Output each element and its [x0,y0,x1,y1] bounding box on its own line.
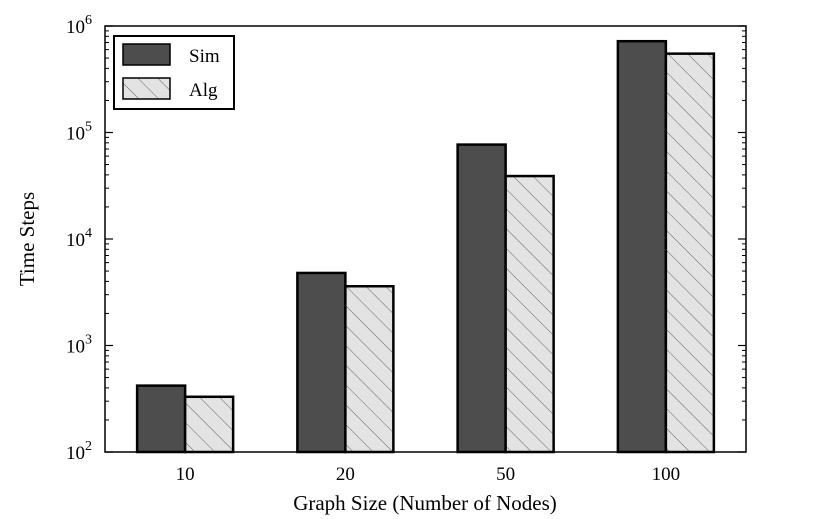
bar-alg-20 [344,285,395,454]
bars-group [135,39,716,454]
plot-area: 102 103 104 105 106 10 20 50 100 [66,13,747,485]
y-tick-label: 102 [66,439,92,464]
legend-label-sim: Sim [189,46,220,67]
x-axis-title: Graph Size (Number of Nodes) [293,491,557,515]
bar-sim-10 [135,384,187,454]
legend-swatch-sim [122,43,171,66]
x-tick-label: 100 [652,464,681,485]
y-tick-label: 106 [66,13,92,38]
bar-alg-100 [664,52,716,454]
y-axis-ticks: 102 103 104 105 106 [66,13,746,464]
bar-sim-50 [456,143,507,454]
bar-alg-10 [183,395,235,454]
bar-sim-100 [616,39,668,454]
x-tick-label: 10 [176,464,195,485]
legend-swatch-alg [122,77,171,100]
y-tick-label: 103 [66,333,92,358]
x-axis-ticks: 10 20 50 100 [176,446,681,485]
legend-label-alg: Alg [189,80,218,101]
y-axis-title: Time Steps [15,192,39,286]
x-tick-label: 20 [336,464,355,485]
y-tick-label: 104 [66,226,92,251]
bar-alg-50 [504,174,555,454]
bar-sim-20 [296,271,347,454]
x-tick-label: 50 [496,464,515,485]
legend: Sim Alg [113,35,235,110]
y-tick-label: 105 [66,120,92,145]
